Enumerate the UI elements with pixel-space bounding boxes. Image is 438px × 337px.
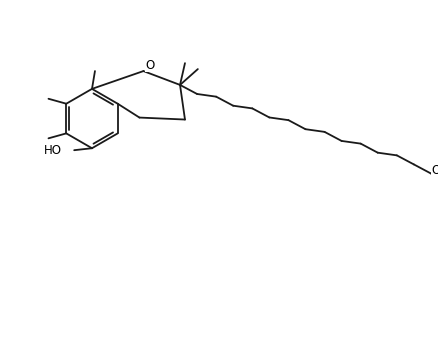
Text: O: O bbox=[145, 59, 155, 72]
Text: O: O bbox=[430, 164, 438, 177]
Text: HO: HO bbox=[44, 144, 62, 157]
